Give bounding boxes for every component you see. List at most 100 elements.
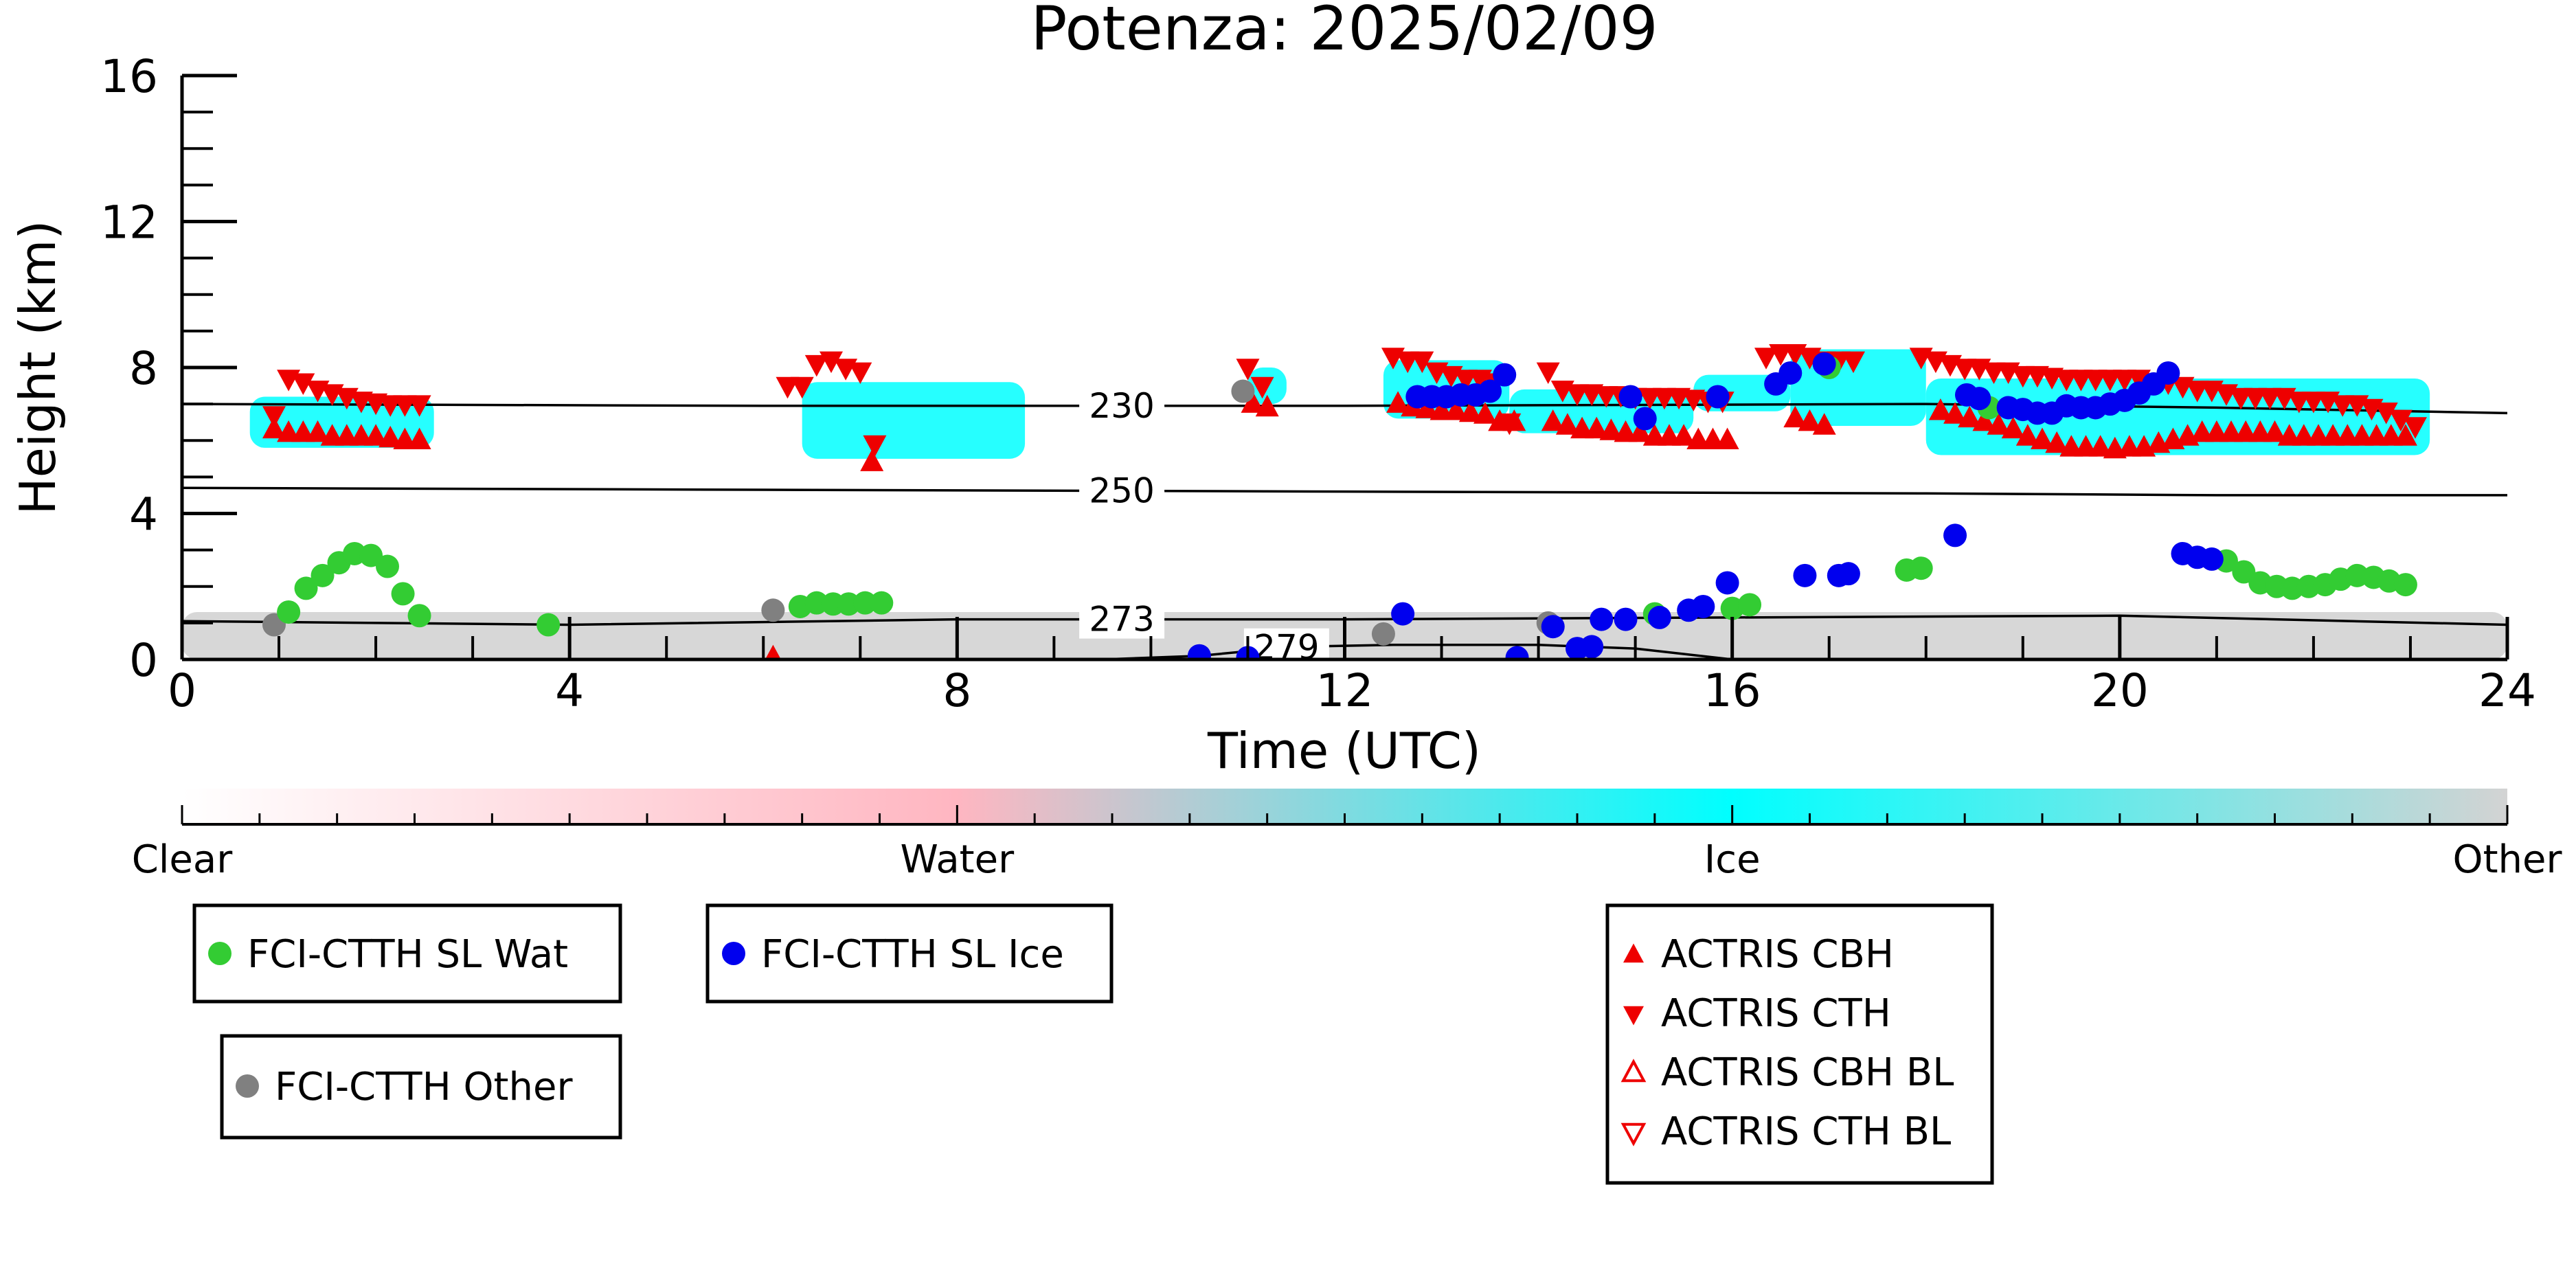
actris-cbh-point-72: [2393, 424, 2417, 446]
contour-label-bg-230: [1079, 386, 1165, 425]
actris-cbh-point-36: [1715, 427, 1739, 449]
x-tick-label-4: 4: [555, 664, 584, 717]
legend-label-actris-cth-bl: ACTRIS CTH BL: [1661, 1109, 1951, 1154]
actris-cbh-point-33: [1672, 424, 1696, 446]
fci-ctth-sl-ice-point-0: [1187, 644, 1211, 659]
y-tick-label-0: 0: [129, 634, 158, 687]
actris-cth-point-19: [1250, 376, 1274, 399]
actris-cth-point-29: [1536, 362, 1560, 384]
actris-cth-point-13: [804, 354, 828, 377]
fci-ctth-sl-ice-point-21: [1706, 385, 1730, 409]
fci-ctth-sl-ice-point-16: [1618, 385, 1642, 409]
legend-marker-actris-cth-bl: [1620, 1122, 1647, 1146]
fci-ctth-sl-wat-point-5: [359, 543, 383, 567]
axes: 0 4 8 12 16 0 4 8 12 16 20 24: [100, 50, 2536, 717]
y-tick-label-12: 12: [100, 196, 158, 249]
fci-ctth-sl-wat-point-7: [391, 582, 415, 606]
legend-label-fci-ctth-sl-wat: FCI-CTTH SL Wat: [247, 932, 568, 977]
actris-cth-point-81: [2374, 403, 2398, 425]
y-tick-label-4: 4: [129, 488, 158, 541]
fci-ctth-sl-ice-point-8: [1478, 379, 1502, 403]
fci-ctth-sl-wat-point-6: [376, 554, 400, 578]
y-tick-label-16: 16: [100, 50, 158, 103]
actris-cbh-point-13: [1241, 391, 1265, 413]
fci-ctth-other-point-2: [1231, 379, 1255, 403]
actris-cbh-point-51: [2088, 435, 2112, 457]
actris-cth-point-22: [1410, 351, 1434, 374]
actris-cbh-point-30: [1628, 420, 1652, 442]
actris-cbh-point-7: [364, 424, 388, 446]
colorbar-label-clear: Clear: [132, 837, 233, 882]
contour-label-bg-250: [1079, 471, 1165, 510]
actris-cth-point-10: [407, 395, 431, 417]
contour-label-bg-273: [1079, 600, 1165, 639]
radar-region-ice-1: [802, 382, 1026, 459]
fci-ctth-sl-ice-point-28: [1836, 562, 1860, 586]
legend-marker-fci-ctth-other: [236, 1074, 259, 1098]
fci-ctth-sl-ice-point-43: [2156, 361, 2180, 385]
legend-marker-actris-cbh: [1623, 943, 1644, 963]
fci-ctth-sl-ice-point-29: [1943, 523, 1967, 547]
actris-cbh-point-47: [2031, 427, 2054, 449]
fci-ctth-sl-wat-point-14: [853, 591, 877, 615]
fci-ctth-sl-ice-point-24: [1778, 361, 1803, 385]
actris-cbh-point-12: [860, 449, 884, 471]
actris-cbh-point-63: [2263, 420, 2287, 442]
legend-label-fci-ctth-sl-ice: FCI-CTTH SL Ice: [761, 932, 1064, 977]
contour-250: [182, 486, 2507, 497]
fci-ctth-sl-ice-point-26: [1812, 352, 1836, 376]
colorbar-label-ice: Ice: [1704, 837, 1761, 882]
actris-cbh-point-21: [1473, 402, 1497, 424]
fci-ctth-sl-ice-point-15: [1614, 607, 1638, 631]
actris-cbh-point-46: [2015, 424, 2040, 446]
legend-box-ice: [705, 903, 1114, 1004]
actris-cbh-point-38: [1798, 409, 1822, 431]
actris-cbh-point-8: [379, 425, 403, 448]
legend-marker-actris-cbh-bl: [1620, 1059, 1647, 1083]
legend-box-actris: [1605, 903, 1994, 1185]
legend-box-water: [192, 903, 622, 1004]
actris-cbh-point-11: [765, 644, 781, 659]
actris-cbh-point-17: [1415, 396, 1439, 418]
actris-cbh-point-19: [1444, 398, 1468, 420]
actris-cbh-point-15: [1386, 391, 1410, 413]
legend-marker-actris-cth: [1623, 1006, 1644, 1026]
fci-ctth-other-point-1: [761, 598, 785, 622]
actris-cbh-point-48: [2045, 431, 2069, 453]
fci-ctth-sl-ice-point-14: [1590, 607, 1614, 631]
cloud-markers: [262, 344, 2427, 659]
x-tick-label-24: 24: [2478, 664, 2536, 717]
fci-ctth-sl-ice-point-11: [1541, 615, 1565, 639]
actris-cbh-point-39: [1812, 413, 1836, 435]
actris-cbh-point-20: [1458, 400, 1482, 422]
fci-ctth-sl-wat-point-9: [536, 613, 561, 637]
colorbar: Clear Water Ice Other: [132, 789, 2562, 882]
actris-cth-point-83: [2404, 417, 2427, 439]
actris-cth-point-16: [848, 362, 872, 384]
colorbar-label-other: Other: [2452, 837, 2562, 882]
fci-ctth-sl-wat-point-34: [2393, 573, 2417, 597]
actris-cbh-point-44: [1987, 413, 2011, 435]
actris-cbh-point-45: [2001, 416, 2025, 439]
actris-cth-point-82: [2388, 409, 2413, 432]
y-axis-title: Height (km): [9, 221, 67, 515]
contour-label-273: 273: [1089, 600, 1154, 640]
actris-cbh-point-41: [1943, 402, 1967, 424]
fci-ctth-sl-ice-point-20: [1691, 594, 1715, 618]
legend-label-actris-cbh: ACTRIS CBH: [1661, 932, 1894, 977]
contour-label-250: 250: [1089, 471, 1154, 511]
legend-box-other: [220, 1034, 622, 1140]
actris-cbh-point-27: [1585, 416, 1609, 439]
fci-ctth-sl-wat-point-15: [870, 591, 894, 615]
fci-ctth-sl-wat-point-0: [277, 600, 301, 624]
actris-cth-point-18: [1236, 359, 1260, 381]
actris-cth-point-2: [291, 373, 315, 395]
actris-cth-point-42: [1754, 348, 1778, 370]
legend-label-actris-cth: ACTRIS CTH: [1661, 991, 1891, 1036]
legend: FCI-CTTH SL Wat FCI-CTTH Other FCI-CTTH SL…: [192, 903, 1994, 1185]
actris-cth-point-17: [863, 435, 887, 457]
fci-ctth-sl-wat-point-18: [1738, 593, 1762, 617]
actris-cbh-point-24: [1541, 409, 1565, 431]
fci-ctth-sl-wat-point-8: [407, 604, 431, 628]
x-tick-label-16: 16: [1704, 664, 1761, 717]
